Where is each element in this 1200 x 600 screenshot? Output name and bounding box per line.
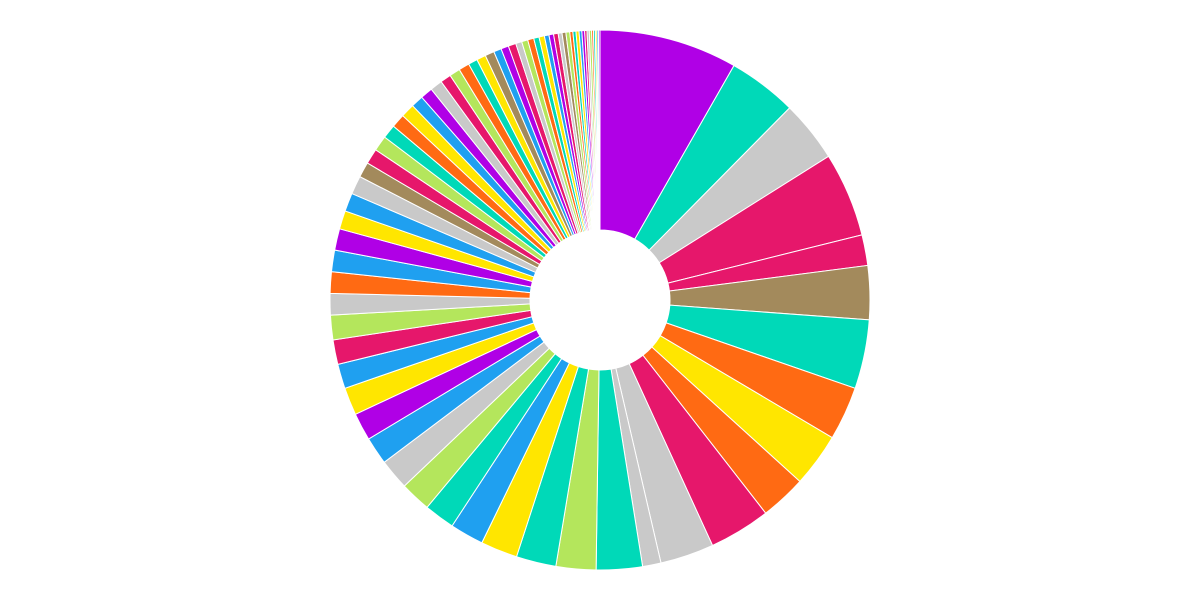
donut-chart xyxy=(0,0,1200,600)
